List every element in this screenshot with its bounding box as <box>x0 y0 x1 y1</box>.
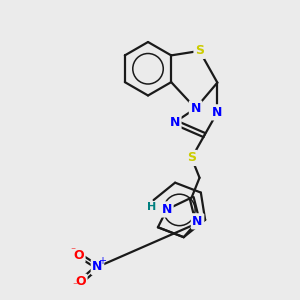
Text: N: N <box>162 203 172 216</box>
Text: +: + <box>98 256 106 266</box>
Text: H: H <box>147 202 157 212</box>
Text: S: S <box>195 44 204 57</box>
Text: O: O <box>74 248 84 262</box>
Text: ⁻: ⁻ <box>70 246 75 256</box>
Text: N: N <box>190 102 201 115</box>
Text: N: N <box>212 106 223 119</box>
Text: ⁻: ⁻ <box>72 282 77 292</box>
Text: N: N <box>92 260 103 273</box>
Text: N: N <box>192 215 203 228</box>
Text: O: O <box>75 275 86 288</box>
Text: N: N <box>169 116 180 129</box>
Text: S: S <box>187 152 196 164</box>
